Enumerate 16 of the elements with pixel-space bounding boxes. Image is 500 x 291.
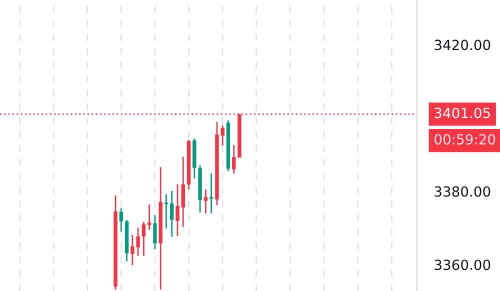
candlestick (153, 214, 157, 250)
y-tick-label: 3420.00 (434, 40, 490, 50)
y-tick-label: 3360.00 (434, 260, 490, 270)
candlestick (181, 156, 185, 228)
candlestick (147, 204, 152, 230)
candlestick (119, 207, 124, 232)
candlestick (176, 184, 180, 237)
candlestick (164, 194, 168, 230)
candlestick (142, 221, 146, 257)
candlestick (232, 144, 236, 174)
candlestick (209, 172, 214, 214)
ref-line-label: 3401.05 (434, 108, 490, 118)
candlestick (204, 188, 208, 214)
text: 00:59:20 (434, 134, 496, 145)
y-tick-label: 3380.00 (434, 186, 490, 197)
candlestick (170, 190, 174, 238)
